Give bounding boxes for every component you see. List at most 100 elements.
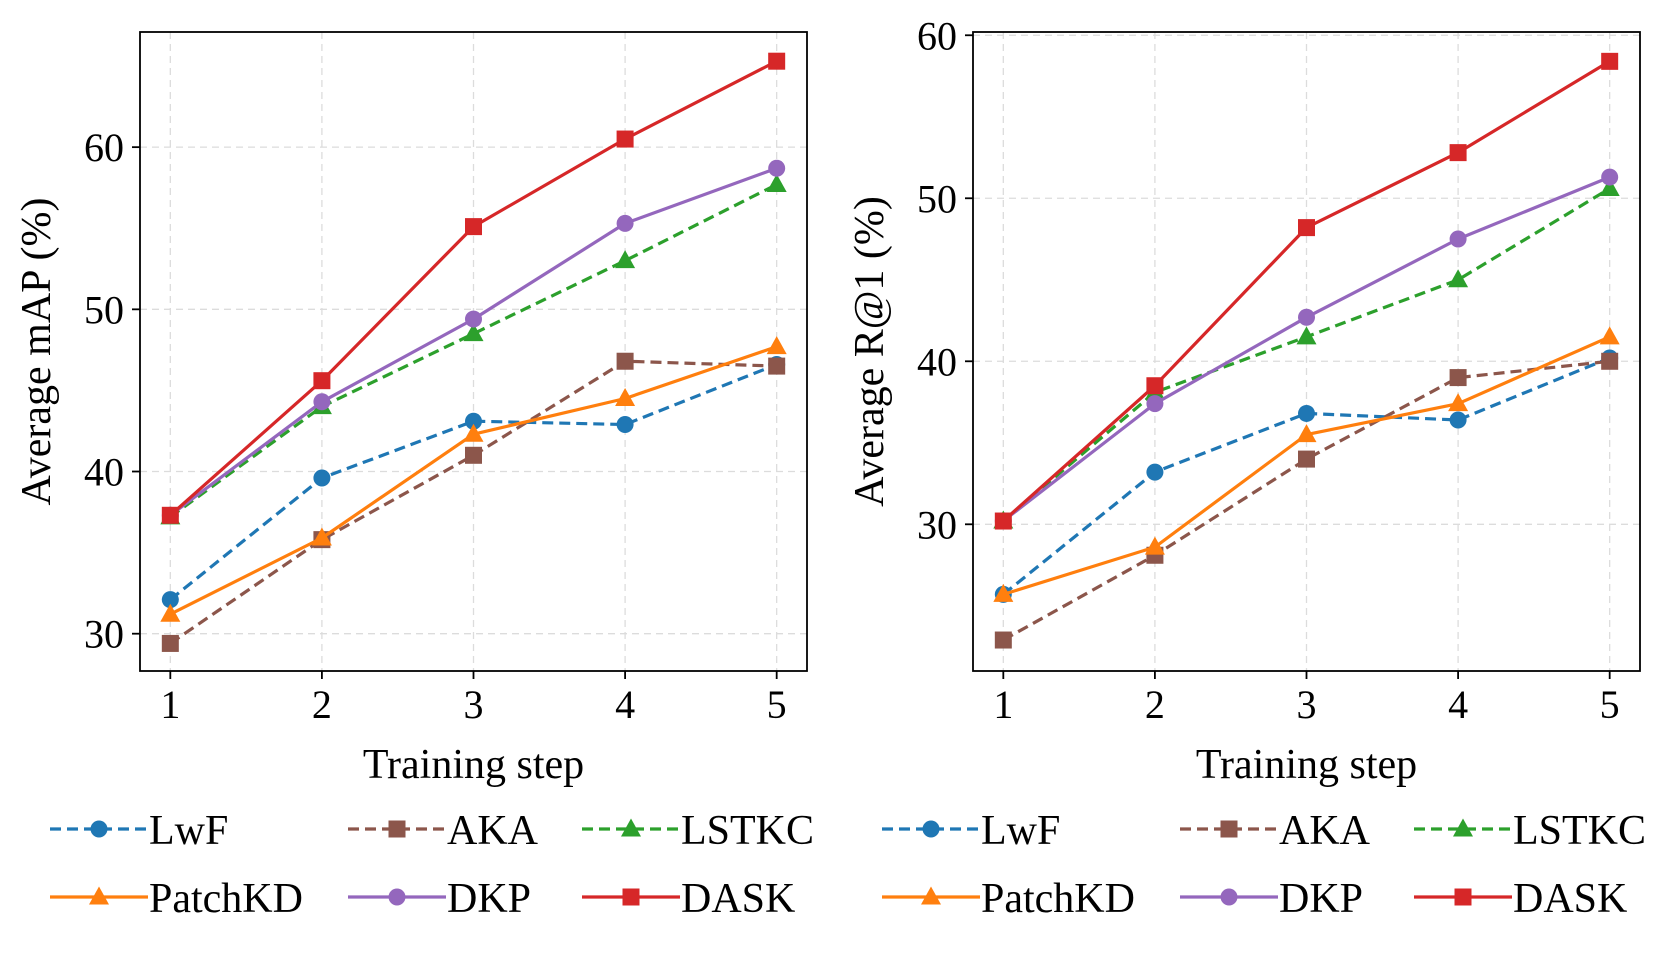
data-point-dask-1 xyxy=(161,506,179,524)
legend-label-dkp: DKP xyxy=(447,876,531,922)
x-tick-label: 5 xyxy=(1600,682,1620,727)
x-tick-label: 3 xyxy=(1297,682,1317,727)
legend-marker-lstkc xyxy=(621,818,641,837)
data-point-dkp-3 xyxy=(1298,308,1315,326)
data-point-patchkd-4 xyxy=(615,388,636,407)
legend-label-dkp: DKP xyxy=(1279,876,1363,922)
data-point-patchkd-2 xyxy=(311,527,332,546)
data-point-lstkc-3 xyxy=(1296,326,1317,345)
legend-marker-aka xyxy=(1220,820,1238,838)
data-point-patchkd-4 xyxy=(1448,393,1469,412)
x-tick-label: 2 xyxy=(312,682,332,727)
data-point-lwf-1 xyxy=(161,591,179,609)
x-tick-label: 4 xyxy=(1448,682,1468,727)
legend-label-dask: DASK xyxy=(681,876,795,922)
data-point-dkp-2 xyxy=(1146,395,1164,413)
legend-marker-aka xyxy=(388,820,406,838)
legend: LwF AKA LSTKC PatchKD DKP DASK xyxy=(882,808,1646,922)
data-point-aka-5 xyxy=(1601,352,1619,370)
data-point-dask-4 xyxy=(1449,144,1467,162)
y-tick-label: 30 xyxy=(84,612,124,657)
y-tick-label: 50 xyxy=(84,287,124,332)
legend-marker-patchkd xyxy=(921,886,941,905)
data-point-lstkc-3 xyxy=(463,323,484,342)
data-point-dkp-2 xyxy=(313,393,331,411)
series-line-lstkc xyxy=(169,183,778,519)
data-point-patchkd-2 xyxy=(1144,536,1165,555)
data-point-dkp-5 xyxy=(768,159,786,177)
legend-marker-dask xyxy=(1454,888,1472,906)
legend-marker-dkp xyxy=(1220,888,1238,906)
data-point-lwf-2 xyxy=(1146,463,1164,481)
data-point-aka-1 xyxy=(994,631,1012,649)
data-point-lstkc-5 xyxy=(766,173,787,192)
data-point-aka-4 xyxy=(1449,369,1467,387)
data-point-dask-4 xyxy=(616,130,634,148)
legend-marker-dask xyxy=(622,888,640,906)
chart-panel-2: 1 2 3 4 5 30 40 50 60 Training step Average R@1 (%… xyxy=(847,13,1646,922)
data-point-dkp-4 xyxy=(1449,230,1467,248)
y-axis-label: Average mAP (%) xyxy=(14,198,60,506)
legend-label-patchkd: PatchKD xyxy=(981,876,1135,922)
legend-label-aka: AKA xyxy=(447,808,539,854)
data-point-patchkd-5 xyxy=(766,336,787,355)
legend-marker-patchkd xyxy=(89,886,109,905)
data-point-dask-3 xyxy=(1298,219,1315,237)
data-point-lstkc-5 xyxy=(1599,177,1620,196)
y-tick-label: 40 xyxy=(84,450,124,495)
x-axis-label: Training step xyxy=(1196,742,1417,788)
y-tick-label: 30 xyxy=(917,502,957,547)
data-point-dask-3 xyxy=(465,218,482,236)
legend-label-dask: DASK xyxy=(1513,876,1627,922)
x-tick-label: 1 xyxy=(160,682,180,727)
data-point-dkp-4 xyxy=(616,214,634,232)
data-point-aka-5 xyxy=(768,357,786,375)
chart-panel-1: 1 2 3 4 5 30 40 50 60 Training step Average mAP (%… xyxy=(14,31,814,922)
data-point-patchkd-1 xyxy=(993,583,1014,602)
data-point-dask-5 xyxy=(1601,52,1619,70)
data-point-aka-4 xyxy=(616,352,634,370)
x-tick-label: 4 xyxy=(615,682,635,727)
data-point-lwf-4 xyxy=(1449,411,1467,429)
legend-label-lstkc: LSTKC xyxy=(1513,808,1646,854)
legend-label-lwf: LwF xyxy=(149,808,228,854)
data-point-dkp-5 xyxy=(1601,168,1619,186)
y-tick-label: 60 xyxy=(84,125,124,170)
x-tick-label: 3 xyxy=(464,682,484,727)
y-tick-label: 50 xyxy=(917,176,957,221)
data-point-patchkd-5 xyxy=(1599,326,1620,345)
x-tick-label: 5 xyxy=(767,682,787,727)
data-point-patchkd-3 xyxy=(1296,424,1317,443)
data-point-dask-2 xyxy=(1146,377,1164,395)
legend: LwF AKA LSTKC PatchKD DKP DASK xyxy=(50,808,814,922)
data-point-lwf-4 xyxy=(616,415,634,433)
legend-marker-lwf xyxy=(90,820,108,838)
data-point-lwf-3 xyxy=(1298,404,1315,422)
data-point-aka-3 xyxy=(465,446,482,464)
legend-marker-dkp xyxy=(388,888,406,906)
x-tick-label: 2 xyxy=(1145,682,1165,727)
data-point-lwf-2 xyxy=(313,469,331,487)
legend-marker-lstkc xyxy=(1453,818,1473,837)
data-point-aka-1 xyxy=(161,634,179,652)
legend-label-aka: AKA xyxy=(1279,808,1371,854)
data-point-dask-2 xyxy=(313,372,331,390)
y-tick-label: 60 xyxy=(917,13,957,58)
y-tick-label: 40 xyxy=(917,339,957,384)
data-point-patchkd-3 xyxy=(463,423,484,442)
legend-label-lstkc: LSTKC xyxy=(681,808,814,854)
data-point-dask-5 xyxy=(768,52,786,70)
data-point-aka-3 xyxy=(1298,450,1315,468)
data-point-dkp-3 xyxy=(465,310,482,328)
data-point-lstkc-4 xyxy=(1448,269,1469,288)
series-line-lwf xyxy=(169,363,778,601)
legend-label-lwf: LwF xyxy=(981,808,1060,854)
data-point-patchkd-1 xyxy=(160,603,181,622)
data-point-lwf-3 xyxy=(465,412,482,430)
y-axis-label: Average R@1 (%) xyxy=(847,196,893,507)
data-point-dask-1 xyxy=(994,512,1012,530)
x-tick-label: 1 xyxy=(993,682,1013,727)
legend-marker-lwf xyxy=(922,820,940,838)
